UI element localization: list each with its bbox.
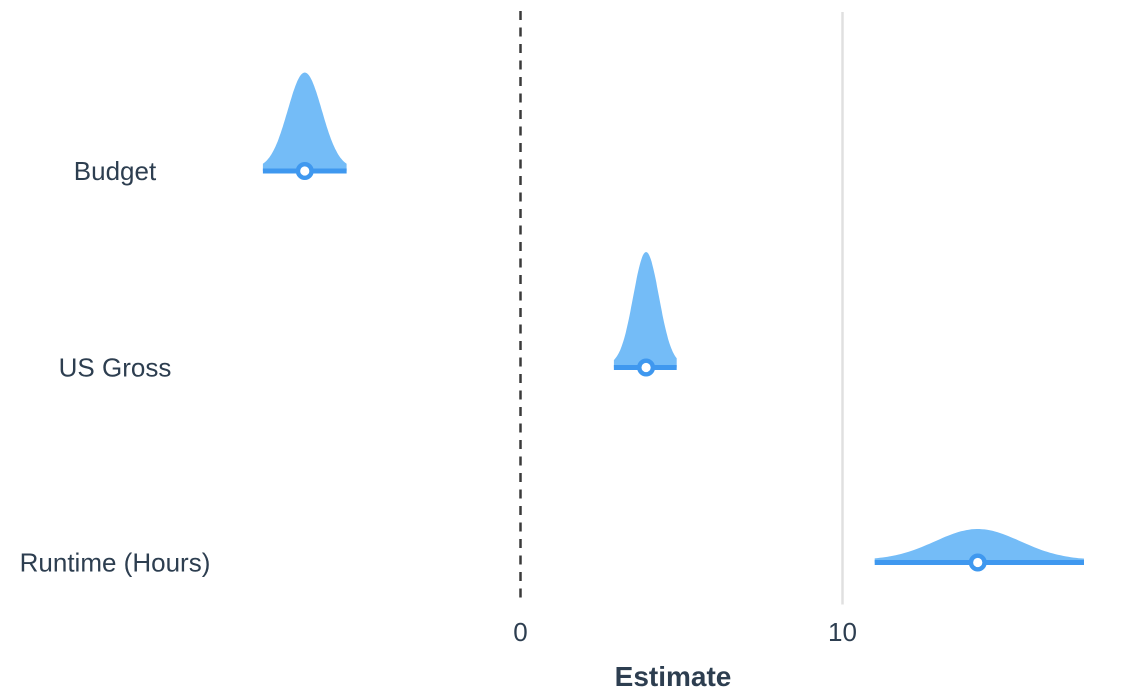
point-estimate-runtime-hours <box>968 553 987 572</box>
x-tick-label-0: 0 <box>513 617 527 647</box>
density-slab-budget <box>262 72 347 171</box>
row-label-us-gross: US Gross <box>59 353 172 383</box>
x-tick-label-10: 10 <box>828 617 857 647</box>
x-axis-title: Estimate <box>615 661 732 692</box>
density-slab-us-gross <box>613 252 677 368</box>
density-slab-runtime-hours <box>874 529 1084 563</box>
point-estimate-budget <box>295 161 314 180</box>
row-label-budget: Budget <box>74 156 157 186</box>
row-label-runtime-hours: Runtime (Hours) <box>20 548 211 578</box>
point-estimate-us-gross <box>637 358 656 377</box>
